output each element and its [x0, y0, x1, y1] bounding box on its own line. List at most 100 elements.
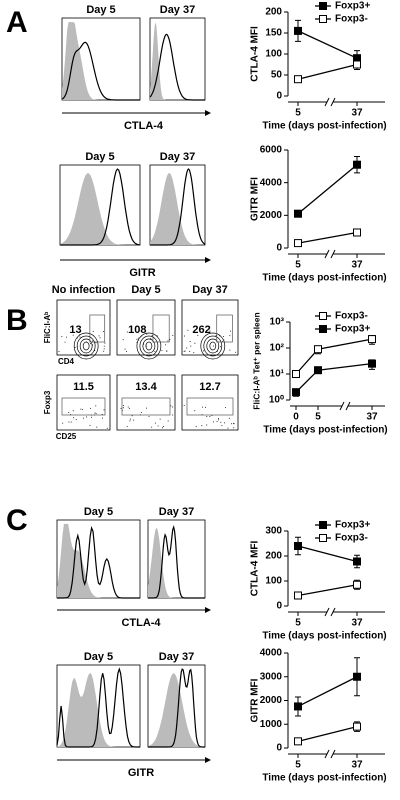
panel-letter: A [6, 6, 28, 39]
data-point [353, 60, 361, 69]
isotype-histogram [62, 22, 140, 101]
y-axis-label: CTLA-4 MFI [250, 541, 261, 597]
y-tick-label: 100 [265, 49, 282, 60]
event-dot [215, 335, 217, 337]
event-dot [220, 421, 222, 423]
isotype-histogram [148, 527, 205, 598]
y-tick-label: 300 [265, 526, 282, 537]
x-axis-label: CD4 [58, 357, 75, 366]
event-dot [101, 417, 103, 419]
event-dot [92, 340, 94, 342]
x-tick-label: 37 [351, 108, 363, 119]
event-dot [82, 417, 84, 419]
event-dot [221, 425, 223, 427]
event-dot [228, 417, 230, 419]
event-dot [227, 427, 229, 429]
event-dot [96, 426, 98, 428]
legend-marker [319, 325, 327, 333]
event-dot [151, 426, 153, 428]
event-dot [127, 406, 129, 408]
contour [76, 335, 96, 357]
event-dot [151, 335, 153, 337]
event-dot [103, 409, 105, 411]
data-point [368, 359, 376, 368]
event-dot [183, 404, 185, 406]
data-point [353, 228, 361, 237]
event-dot [129, 418, 131, 420]
event-dot [194, 342, 196, 344]
y-axis-label: CTLA-4 MFI [250, 26, 261, 82]
y-tick-label: 10¹ [270, 369, 285, 380]
isotype-histogram [150, 22, 205, 101]
event-dot [213, 421, 215, 423]
contour [206, 338, 220, 354]
legend-marker [319, 15, 327, 23]
x-tick-label: 5 [315, 412, 321, 423]
panel-letter: C [6, 504, 28, 537]
data-point [294, 75, 302, 84]
contour [142, 338, 156, 354]
gate [61, 397, 106, 416]
y-axis-label: FliC:I-Aᵇ [43, 312, 52, 344]
data-point [353, 672, 361, 681]
event-dot [194, 410, 196, 412]
gate-value: 108 [128, 324, 146, 336]
day-label: Day 5 [84, 506, 113, 518]
event-dot [193, 352, 195, 354]
y-tick-label: 2000 [260, 210, 283, 221]
y-tick-label: 150 [265, 28, 282, 39]
event-dot [190, 345, 192, 347]
event-dot [65, 336, 67, 338]
gate-value: 13.4 [135, 381, 157, 393]
event-dot [209, 330, 211, 332]
event-dot [124, 348, 126, 350]
dot-plot-frame [181, 299, 239, 356]
stained-histogram [61, 41, 140, 101]
x-tick-label: 5 [295, 760, 301, 771]
y-tick-label: 4000 [260, 648, 283, 659]
event-dot [212, 345, 214, 347]
stained-histogram [150, 168, 206, 246]
event-dot [229, 349, 231, 351]
x-axis-label: Time (days post-infection) [262, 273, 386, 284]
gate [121, 397, 171, 416]
event-dot [235, 351, 237, 353]
event-dot [154, 422, 156, 424]
gate-value: 262 [192, 324, 210, 336]
x-axis-label: CD25 [56, 432, 77, 441]
event-dot [125, 351, 127, 353]
day-label: Day 5 [84, 651, 113, 663]
contour [145, 341, 153, 351]
isotype-histogram [148, 673, 205, 747]
axis-break [324, 97, 330, 107]
day-label: Day 37 [159, 651, 194, 663]
event-dot [167, 340, 169, 342]
x-tick-label: 37 [351, 260, 363, 271]
series-line [297, 676, 358, 708]
event-dot [205, 406, 207, 408]
event-dot [90, 343, 92, 345]
series-line [297, 231, 358, 244]
data-point [353, 160, 361, 169]
data-point [353, 580, 361, 589]
event-dot [233, 427, 235, 429]
event-dot [95, 342, 97, 344]
event-dot [187, 329, 189, 331]
event-dot [86, 416, 88, 418]
series-line [297, 725, 358, 742]
marker-label: GITR [128, 767, 154, 779]
event-dot [229, 330, 231, 332]
x-axis-label: Time (days post-infection) [262, 773, 386, 784]
stained-histogram [56, 667, 140, 748]
event-dot [103, 345, 105, 347]
arrow-head [205, 607, 211, 613]
x-tick-label: 0 [293, 412, 299, 423]
series-line [297, 545, 358, 563]
y-tick-label: 0 [276, 601, 282, 612]
event-dot [172, 334, 174, 336]
event-dot [90, 407, 92, 409]
event-dot [126, 331, 128, 333]
event-dot [195, 426, 197, 428]
gate [89, 314, 106, 343]
